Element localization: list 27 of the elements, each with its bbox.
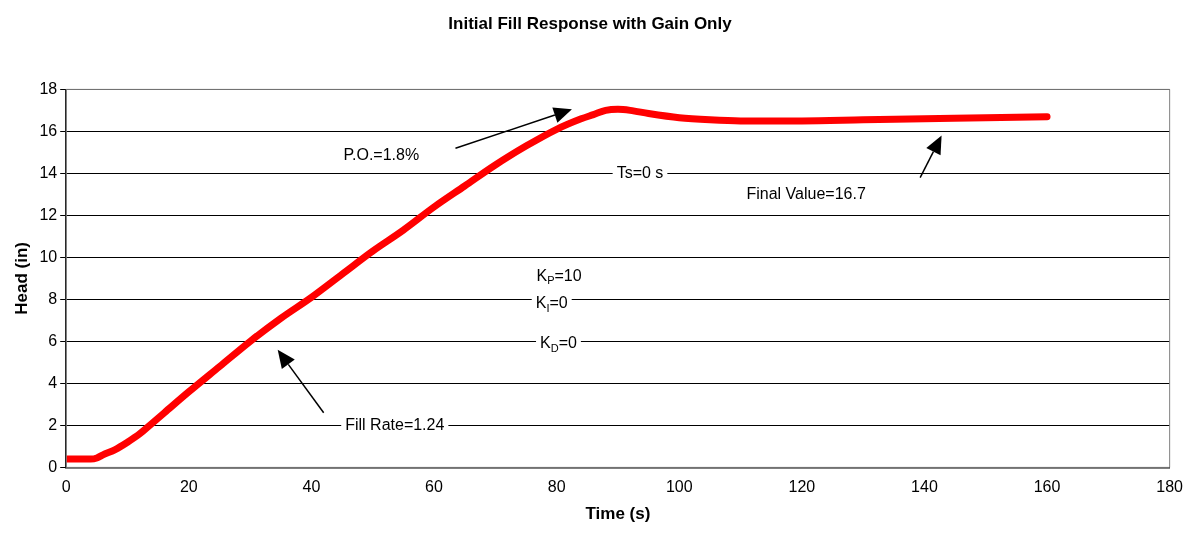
y-tick-label: 2 bbox=[48, 415, 58, 433]
x-tick-label: 120 bbox=[788, 478, 816, 496]
x-tick-label: 80 bbox=[547, 478, 566, 496]
y-tick-label: 12 bbox=[39, 205, 58, 223]
y-tick-label: 4 bbox=[48, 373, 58, 391]
x-axis-title: Time (s) bbox=[585, 504, 651, 524]
chart-title: Initial Fill Response with Gain Only bbox=[448, 13, 733, 33]
y-axis-title: Head (in) bbox=[11, 242, 31, 315]
y-tick-label: 0 bbox=[48, 457, 58, 475]
x-tick-label: 40 bbox=[302, 478, 321, 496]
x-tick-label: 140 bbox=[911, 478, 938, 496]
y-tick-label: 16 bbox=[39, 121, 58, 139]
annotation: Final Value=16.7 bbox=[746, 184, 866, 202]
y-tick-label: 8 bbox=[48, 289, 58, 307]
x-tick-label: 180 bbox=[1156, 478, 1184, 496]
x-tick-label: 20 bbox=[179, 478, 198, 496]
y-tick-label: 14 bbox=[39, 163, 58, 181]
annotation: P.O.=1.8% bbox=[343, 145, 420, 163]
x-tick-label: 160 bbox=[1033, 478, 1061, 496]
x-tick-label: 0 bbox=[61, 478, 71, 496]
annotation: Ts=0 s bbox=[616, 163, 664, 181]
x-tick-label: 60 bbox=[425, 478, 444, 496]
x-tick-label: 100 bbox=[665, 478, 693, 496]
y-tick-label: 10 bbox=[39, 247, 58, 265]
annotation: Fill Rate=1.24 bbox=[345, 415, 445, 433]
y-tick-label: 18 bbox=[39, 79, 58, 97]
y-tick-label: 6 bbox=[48, 331, 58, 349]
